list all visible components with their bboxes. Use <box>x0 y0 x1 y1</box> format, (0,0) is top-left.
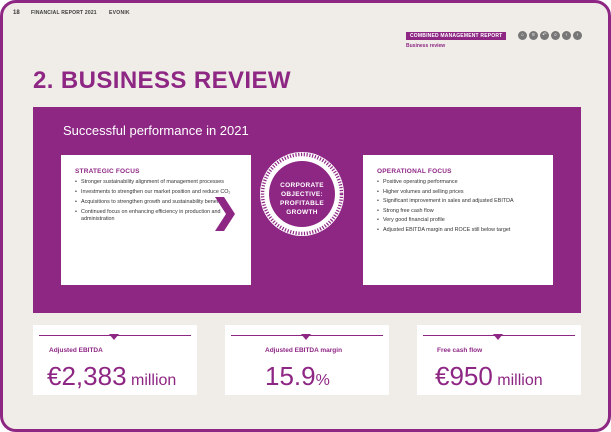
page-number: 18 <box>13 10 20 16</box>
list-item: Higher volumes and selling prices <box>377 189 547 196</box>
badge-core <box>269 161 335 227</box>
operational-focus-heading: OPERATIONAL FOCUS <box>377 168 452 175</box>
objective-line: OBJECTIVE: <box>280 191 323 198</box>
brand-logo: EVONIK <box>109 10 130 16</box>
kpi-value: €2,383 million <box>47 363 176 394</box>
list-item: Stronger sustainability alignment of man… <box>75 179 245 186</box>
document-title: FINANCIAL REPORT 2021 <box>31 10 97 16</box>
list-item: Positive operating performance <box>377 179 547 186</box>
kpi-value: 15.9% <box>265 363 330 394</box>
kpi-amount: 15.9 <box>265 361 316 391</box>
kpi-label: Adjusted EBITDA <box>49 347 103 354</box>
back-icon[interactable]: ↶ <box>540 31 549 40</box>
banner-title: Successful performance in 2021 <box>63 123 249 138</box>
kpi-label: Free cash flow <box>437 347 483 354</box>
page-title: 2. BUSINESS REVIEW <box>33 67 291 94</box>
objective-line: GROWTH <box>286 209 318 216</box>
kpi-card-adjusted-ebitda: Adjusted EBITDA €2,383 million <box>33 325 197 395</box>
kpi-card-adjusted-ebitda-margin: Adjusted EBITDA margin 15.9% <box>225 325 389 395</box>
kpi-amount: €950 <box>435 361 493 391</box>
objective-line: CORPORATE <box>280 182 324 189</box>
previous-icon[interactable]: ‹ <box>562 31 571 40</box>
strategic-focus-list: Stronger sustainability alignment of man… <box>75 179 245 226</box>
kpi-amount: €2,383 <box>47 361 127 391</box>
top-bar: 18 FINANCIAL REPORT 2021 EVONIK <box>3 3 608 29</box>
strategic-focus-heading: STRATEGIC FOCUS <box>75 168 140 175</box>
list-item: Continued focus on enhancing efficiency … <box>75 209 245 223</box>
list-item: Investments to strengthen our market pos… <box>75 189 245 196</box>
next-icon[interactable]: › <box>573 31 582 40</box>
strategic-focus-panel: STRATEGIC FOCUS Stronger sustainability … <box>61 155 251 285</box>
list-item: Strong free cash flow <box>377 208 547 215</box>
nav-icons: ⌂ ≡ ↶ ⌕ ‹ › <box>518 31 582 40</box>
search-icon[interactable]: ⌕ <box>551 31 560 40</box>
kpi-unit: million <box>497 372 543 389</box>
list-item: Significant improvement in sales and adj… <box>377 198 547 205</box>
list-item: Adjusted EBITDA margin and ROCE still be… <box>377 227 547 234</box>
corporate-objective-badge <box>260 152 344 236</box>
section-subtitle[interactable]: Business review <box>406 43 446 49</box>
list-item: Very good financial profile <box>377 217 547 224</box>
section-badge[interactable]: COMBINED MANAGEMENT REPORT <box>406 32 507 40</box>
kpi-unit: % <box>315 372 330 389</box>
caret-down-icon <box>493 334 503 340</box>
performance-banner: Successful performance in 2021 STRATEGIC… <box>33 107 581 313</box>
menu-icon[interactable]: ≡ <box>529 31 538 40</box>
home-icon[interactable]: ⌂ <box>518 31 527 40</box>
operational-focus-panel: OPERATIONAL FOCUS Positive operating per… <box>363 155 553 285</box>
kpi-value: €950 million <box>435 363 543 394</box>
corporate-objective-text: CORPORATE OBJECTIVE: PROFITABLE GROWTH <box>259 181 345 217</box>
objective-line: PROFITABLE <box>279 200 325 207</box>
kpi-label: Adjusted EBITDA margin <box>265 347 343 354</box>
caret-down-icon <box>109 334 119 340</box>
operational-focus-list: Positive operating performance Higher vo… <box>377 179 547 236</box>
kpi-card-free-cash-flow: Free cash flow €950 million <box>417 325 581 395</box>
badge-sunburst-ring <box>260 152 344 236</box>
caret-down-icon <box>301 334 311 340</box>
kpi-unit: million <box>130 372 177 389</box>
list-item: Acquisitions to strengthen growth and su… <box>75 199 245 206</box>
